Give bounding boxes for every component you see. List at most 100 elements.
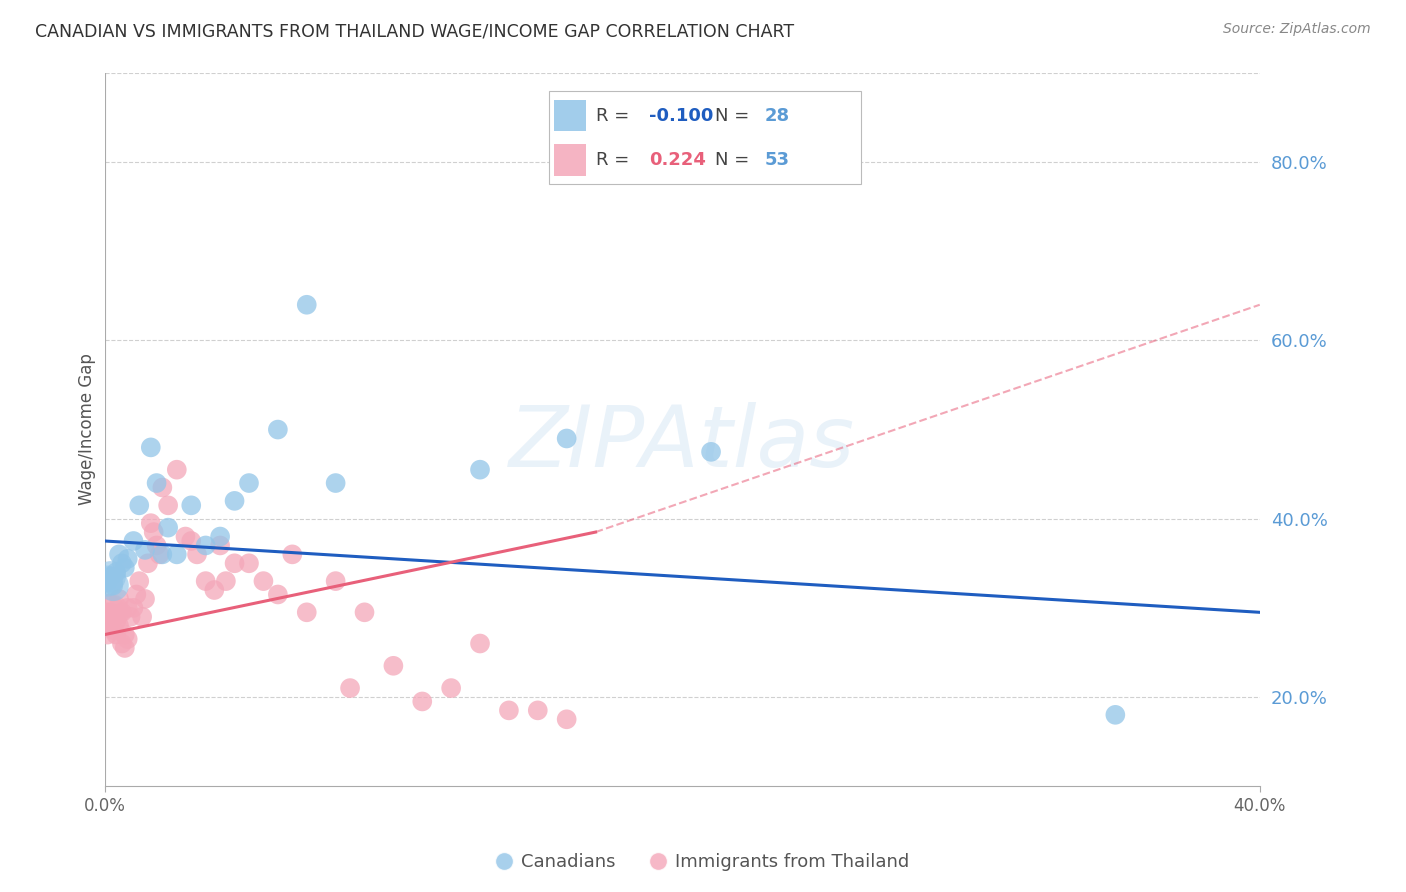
Point — [252, 574, 274, 588]
Point — [440, 681, 463, 695]
Point — [295, 605, 318, 619]
Y-axis label: Wage/Income Gap: Wage/Income Gap — [79, 353, 96, 506]
Point — [148, 547, 170, 561]
Point — [100, 569, 122, 583]
Point — [125, 587, 148, 601]
Point — [96, 605, 118, 619]
Point — [105, 614, 128, 628]
Point — [105, 627, 128, 641]
Point — [128, 574, 150, 588]
Point — [555, 432, 578, 446]
Point — [114, 640, 136, 655]
Point — [166, 547, 188, 561]
Text: N =: N = — [714, 151, 755, 169]
Point — [498, 703, 520, 717]
Point — [267, 423, 290, 437]
Point — [202, 582, 225, 597]
Point — [325, 476, 347, 491]
Point — [136, 556, 159, 570]
Point — [468, 636, 491, 650]
Point — [96, 574, 118, 588]
Point — [700, 445, 723, 459]
Point — [131, 609, 153, 624]
Text: 28: 28 — [765, 107, 789, 125]
Point — [111, 556, 134, 570]
Point — [103, 623, 125, 637]
Point — [139, 441, 162, 455]
Point — [325, 574, 347, 588]
FancyBboxPatch shape — [554, 100, 586, 131]
Point — [1104, 707, 1126, 722]
Text: R =: R = — [596, 107, 634, 125]
Point — [103, 578, 125, 592]
Point — [180, 499, 202, 513]
Point — [194, 538, 217, 552]
Point — [114, 627, 136, 641]
Point — [215, 574, 238, 588]
Point — [117, 632, 139, 646]
Point — [555, 712, 578, 726]
Point — [111, 636, 134, 650]
Point — [108, 618, 131, 632]
Point — [96, 574, 118, 588]
Point — [166, 463, 188, 477]
Point — [382, 658, 405, 673]
Point — [134, 542, 156, 557]
Point — [134, 591, 156, 606]
Text: Source: ZipAtlas.com: Source: ZipAtlas.com — [1223, 22, 1371, 37]
Text: -0.100: -0.100 — [648, 107, 713, 125]
Text: 0.224: 0.224 — [648, 151, 706, 169]
Point — [117, 551, 139, 566]
Point — [108, 547, 131, 561]
Point — [145, 476, 167, 491]
Point — [100, 605, 122, 619]
Point — [139, 516, 162, 531]
Point — [108, 591, 131, 606]
Point — [122, 533, 145, 548]
Point — [209, 538, 232, 552]
Point — [150, 481, 173, 495]
Point — [103, 609, 125, 624]
Point — [142, 525, 165, 540]
Point — [339, 681, 361, 695]
Point — [174, 529, 197, 543]
Point — [122, 600, 145, 615]
FancyBboxPatch shape — [554, 145, 586, 176]
Point — [180, 533, 202, 548]
Point — [157, 521, 180, 535]
Point — [238, 556, 260, 570]
Point — [353, 605, 375, 619]
Point — [411, 694, 433, 708]
Point — [103, 578, 125, 592]
Point — [224, 494, 246, 508]
Point — [105, 565, 128, 579]
Point — [100, 618, 122, 632]
Text: 53: 53 — [765, 151, 789, 169]
Point — [224, 556, 246, 570]
Point — [468, 463, 491, 477]
Text: ZIPAtlas: ZIPAtlas — [509, 402, 855, 485]
Point — [111, 605, 134, 619]
Point — [114, 560, 136, 574]
Point — [526, 703, 548, 717]
Point — [267, 587, 290, 601]
FancyBboxPatch shape — [550, 91, 862, 184]
Point — [186, 547, 208, 561]
Point — [100, 569, 122, 583]
Point — [281, 547, 304, 561]
Point — [96, 627, 118, 641]
Point — [120, 609, 142, 624]
Point — [295, 298, 318, 312]
Text: N =: N = — [714, 107, 755, 125]
Point — [209, 529, 232, 543]
Point — [157, 499, 180, 513]
Point — [117, 600, 139, 615]
Text: R =: R = — [596, 151, 634, 169]
Text: CANADIAN VS IMMIGRANTS FROM THAILAND WAGE/INCOME GAP CORRELATION CHART: CANADIAN VS IMMIGRANTS FROM THAILAND WAG… — [35, 22, 794, 40]
Point — [128, 499, 150, 513]
Point — [194, 574, 217, 588]
Point — [238, 476, 260, 491]
Point — [145, 538, 167, 552]
Point — [100, 605, 122, 619]
Legend: Canadians, Immigrants from Thailand: Canadians, Immigrants from Thailand — [489, 847, 917, 879]
